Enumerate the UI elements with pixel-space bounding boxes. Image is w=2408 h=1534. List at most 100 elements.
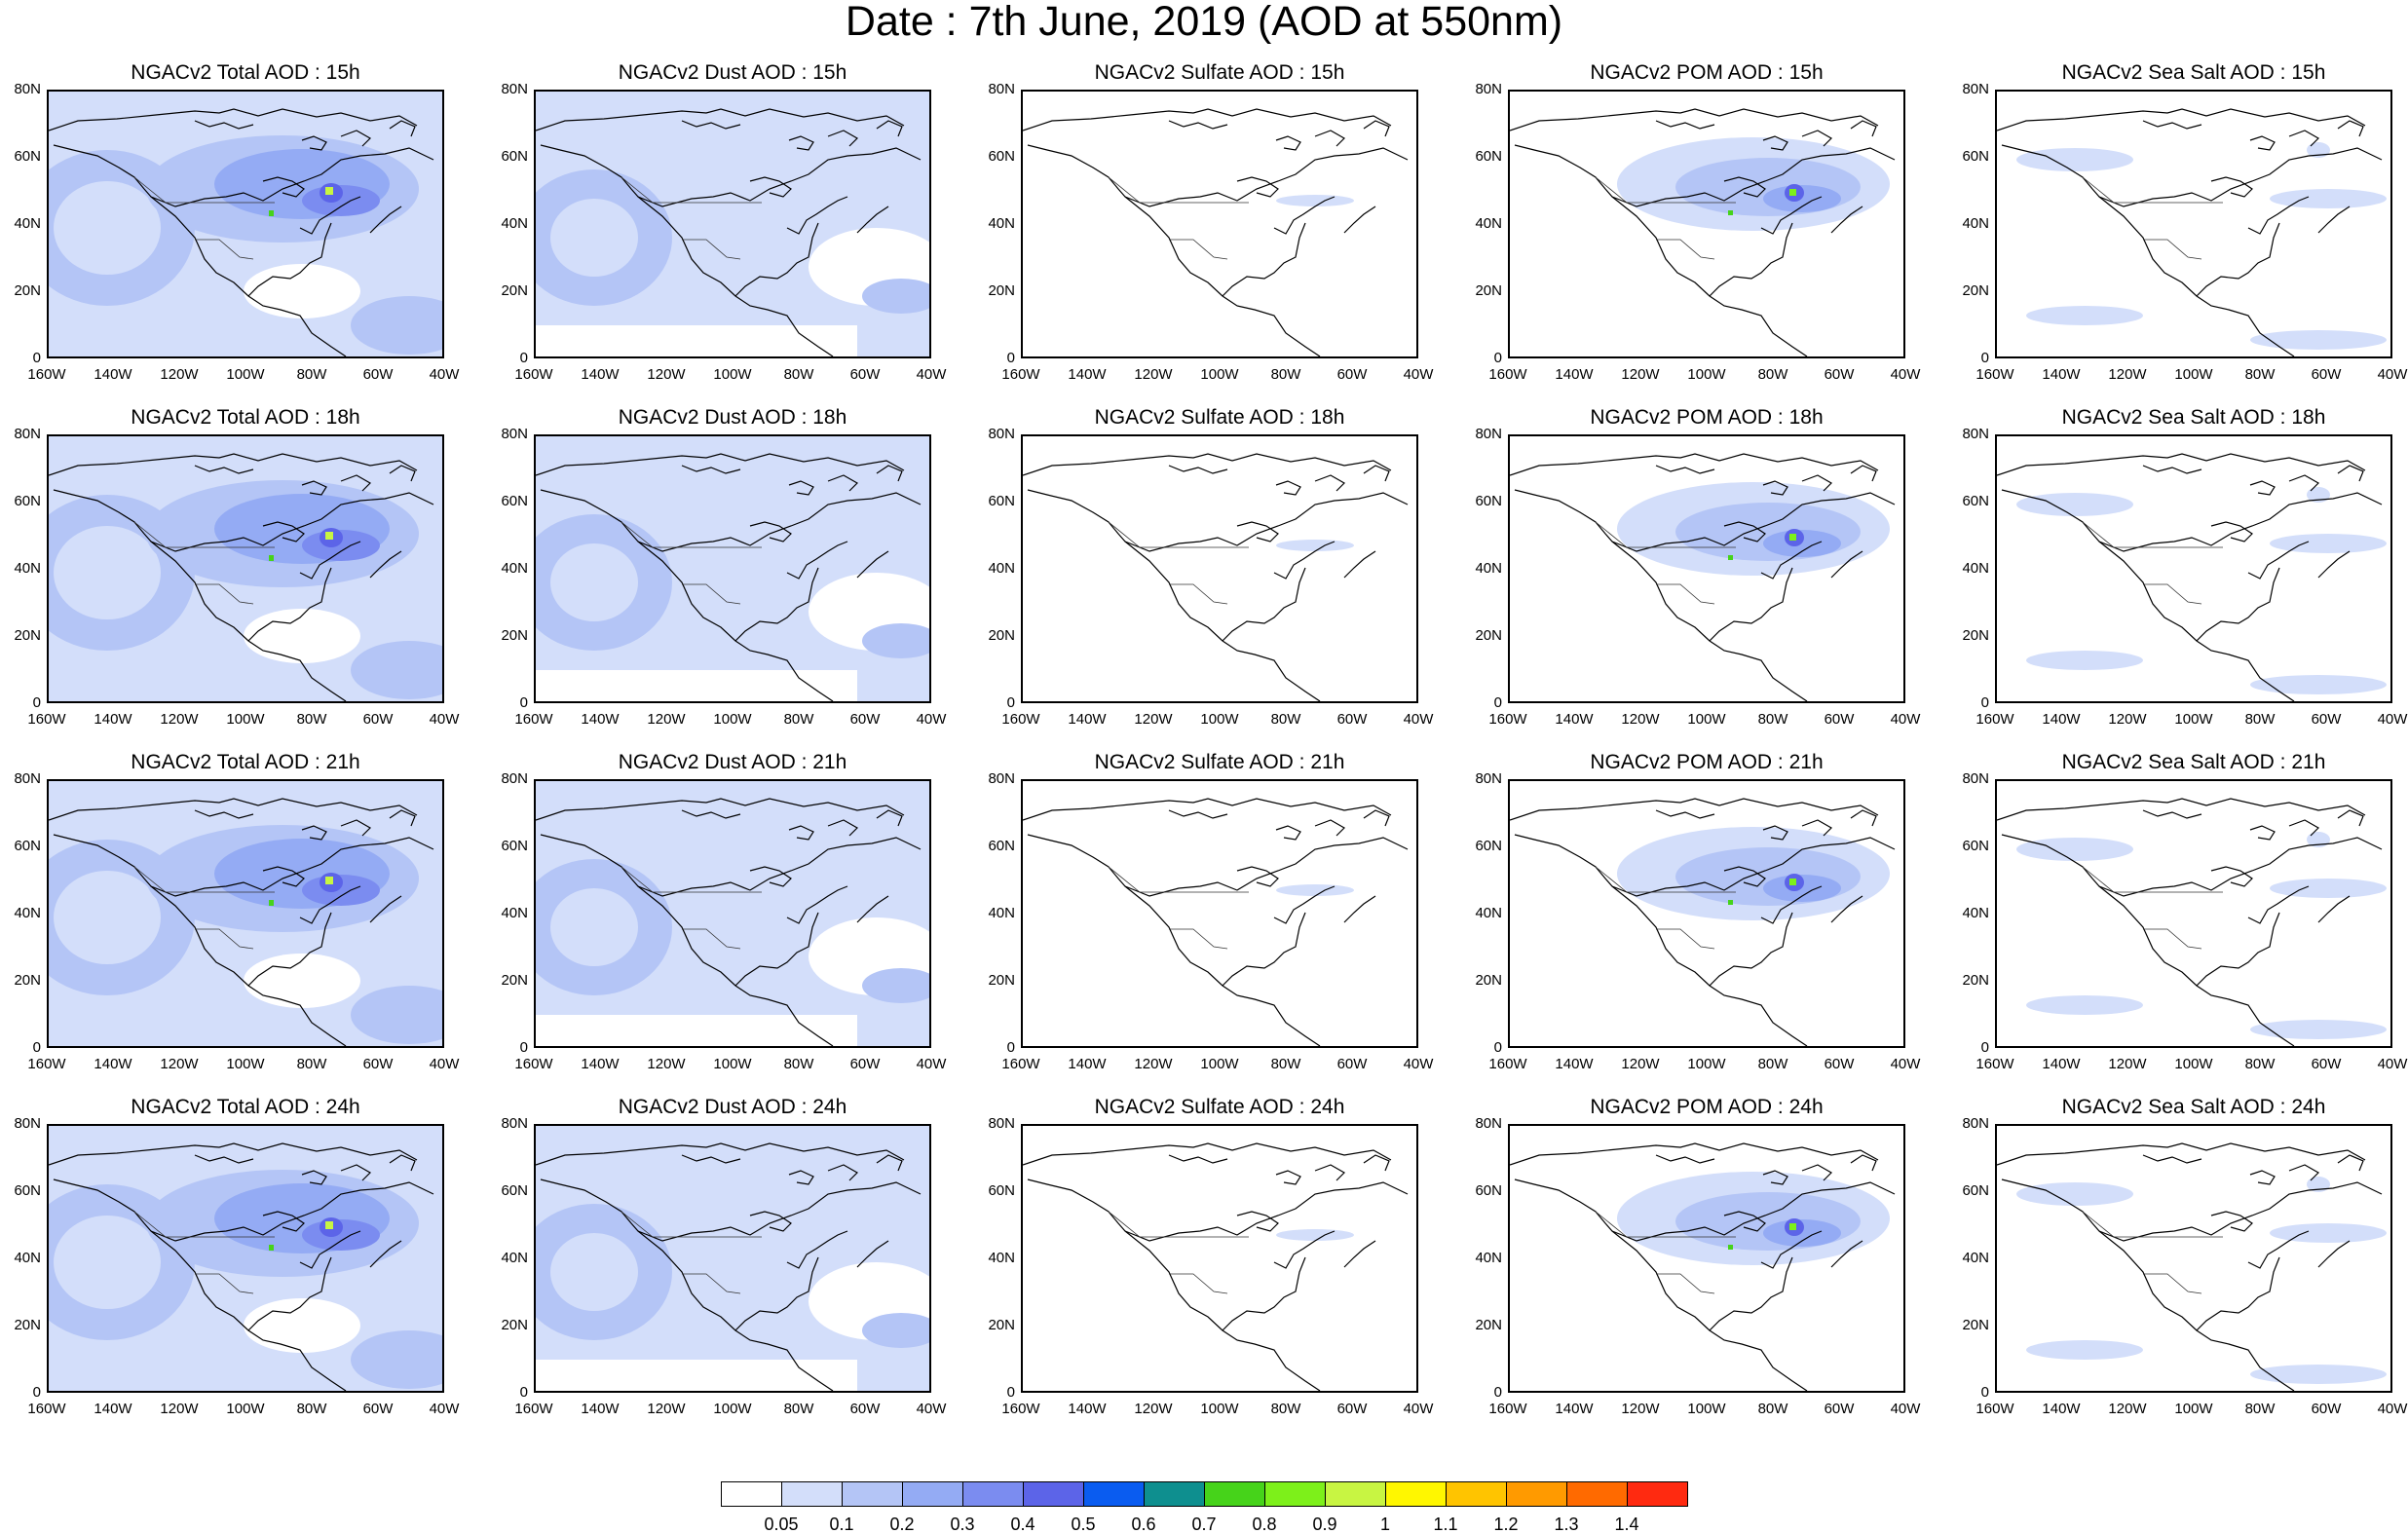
lon-tick-label: 80W bbox=[783, 1056, 814, 1072]
lon-tick-label: 140W bbox=[1555, 1401, 1594, 1417]
coastline bbox=[1997, 1142, 2383, 1391]
lon-tick-label: 160W bbox=[1001, 366, 1040, 383]
country-border bbox=[133, 866, 275, 950]
country-border bbox=[621, 521, 762, 605]
lon-tick-label: 80W bbox=[1757, 1401, 1788, 1417]
aod-field bbox=[536, 92, 929, 356]
lon-tick-label: 160W bbox=[1975, 366, 2014, 383]
lat-tick-label: 60N bbox=[501, 1182, 528, 1199]
lon-tick-label: 100W bbox=[713, 1056, 752, 1072]
map-panel-seasalt-24h: NGACv2 Sea Salt AOD : 24h 0 20N 40N 60N 80N 16… bbox=[1962, 1095, 2407, 1422]
colorbar-swatch bbox=[842, 1481, 903, 1507]
lon-tick-label: 60W bbox=[849, 711, 881, 728]
panel-title: NGACv2 Total AOD : 15h bbox=[131, 61, 360, 84]
map-panel-dust-21h: NGACv2 Dust AOD : 21h 0 20N 40N 60N 80N 160W 14… bbox=[501, 750, 946, 1077]
lon-tick-label: 80W bbox=[783, 1401, 814, 1417]
lat-tick-label: 0 bbox=[1980, 350, 1989, 366]
colorbar-label: 0.2 bbox=[889, 1515, 915, 1534]
lat-tick-label: 60N bbox=[14, 148, 41, 165]
lat-tick-label: 80N bbox=[14, 770, 41, 787]
lon-tick-label: 120W bbox=[1134, 1401, 1173, 1417]
colorbar-swatch bbox=[1023, 1481, 1084, 1507]
lon-tick-label: 40W bbox=[1890, 711, 1921, 728]
map-panel-total-18h: NGACv2 Total AOD : 18h 0 20N 40N 60N 80N 160W 1… bbox=[14, 405, 459, 732]
lat-tick-label: 80N bbox=[501, 81, 528, 97]
colorbar-swatch bbox=[1566, 1481, 1628, 1507]
country-border bbox=[1595, 866, 1736, 950]
lon-tick-label: 100W bbox=[226, 711, 265, 728]
figure-title: Date : 7th June, 2019 (AOD at 550nm) bbox=[845, 0, 1563, 45]
lon-tick-label: 160W bbox=[514, 711, 553, 728]
lat-tick-label: 40N bbox=[1962, 560, 1989, 577]
lon-tick-label: 80W bbox=[1270, 711, 1301, 728]
coastline bbox=[1997, 108, 2383, 356]
country-border bbox=[1108, 176, 1249, 260]
lon-tick-label: 100W bbox=[1200, 711, 1239, 728]
lat-tick-label: 20N bbox=[988, 972, 1015, 989]
country-border bbox=[133, 176, 275, 260]
lon-tick-label: 100W bbox=[2174, 1401, 2213, 1417]
lon-tick-label: 100W bbox=[1687, 1056, 1726, 1072]
lat-tick-label: 40N bbox=[988, 905, 1015, 921]
lon-tick-label: 100W bbox=[1200, 366, 1239, 383]
lon-tick-label: 60W bbox=[1824, 366, 1855, 383]
lat-tick-label: 20N bbox=[1475, 1317, 1502, 1333]
lon-tick-label: 120W bbox=[1621, 366, 1660, 383]
lon-tick-label: 80W bbox=[1270, 1401, 1301, 1417]
lat-tick-label: 60N bbox=[988, 493, 1015, 509]
lat-tick-label: 60N bbox=[988, 148, 1015, 165]
lat-tick-label: 0 bbox=[1006, 1039, 1015, 1056]
lat-tick-label: 80N bbox=[14, 1115, 41, 1132]
lon-tick-label: 60W bbox=[1336, 1401, 1368, 1417]
colorbar-swatch bbox=[1144, 1481, 1205, 1507]
lat-tick-label: 0 bbox=[1006, 1384, 1015, 1401]
map-panel-seasalt-21h: NGACv2 Sea Salt AOD : 21h 0 20N 40N 60N 80N 16… bbox=[1962, 750, 2407, 1077]
lon-tick-label: 140W bbox=[94, 366, 132, 383]
colorbar-swatch bbox=[1506, 1481, 1567, 1507]
colorbar-label: 0.7 bbox=[1191, 1515, 1217, 1534]
lon-tick-label: 100W bbox=[2174, 366, 2213, 383]
lon-tick-label: 80W bbox=[296, 366, 327, 383]
lon-tick-label: 140W bbox=[581, 711, 620, 728]
country-border bbox=[621, 1211, 762, 1294]
lat-tick-label: 80N bbox=[1962, 426, 1989, 442]
aod-field bbox=[1510, 1126, 1903, 1391]
lon-tick-label: 80W bbox=[2244, 711, 2276, 728]
colorbar-label: 0.8 bbox=[1252, 1515, 1277, 1534]
lon-tick-label: 140W bbox=[581, 1401, 620, 1417]
colorbar-label: 0.1 bbox=[829, 1515, 854, 1534]
lon-tick-label: 160W bbox=[514, 366, 553, 383]
lat-tick-label: 0 bbox=[1006, 694, 1015, 711]
lon-tick-label: 160W bbox=[27, 711, 66, 728]
lon-tick-label: 120W bbox=[160, 1056, 199, 1072]
lon-tick-label: 80W bbox=[2244, 1056, 2276, 1072]
lon-tick-label: 40W bbox=[916, 711, 947, 728]
lon-tick-label: 140W bbox=[2042, 366, 2081, 383]
panel-title: NGACv2 Dust AOD : 18h bbox=[618, 406, 847, 429]
map-panel-pom-21h: NGACv2 POM AOD : 21h 0 20N 40N 60N 80N 160W 140… bbox=[1475, 750, 1920, 1077]
lat-tick-label: 20N bbox=[501, 282, 528, 299]
colorbar-label: 1.4 bbox=[1614, 1515, 1639, 1534]
map-panel-sulfate-15h: NGACv2 Sulfate AOD : 15h 0 20N 40N 60N 80N 160… bbox=[988, 60, 1433, 388]
panel-title: NGACv2 Total AOD : 24h bbox=[131, 1096, 360, 1118]
map-frame bbox=[1021, 1124, 1418, 1393]
lon-tick-label: 80W bbox=[296, 1056, 327, 1072]
colorbar-label: 0.3 bbox=[950, 1515, 975, 1534]
colorbar-label: 0.9 bbox=[1312, 1515, 1337, 1534]
lon-tick-label: 60W bbox=[2311, 1401, 2342, 1417]
coastline bbox=[49, 798, 434, 1046]
lat-tick-label: 40N bbox=[14, 215, 41, 232]
lon-tick-label: 120W bbox=[160, 711, 199, 728]
lat-tick-label: 80N bbox=[1962, 770, 1989, 787]
map-panel-dust-24h: NGACv2 Dust AOD : 24h 0 20N 40N 60N 80N 160W 14… bbox=[501, 1095, 946, 1422]
map-panel-seasalt-18h: NGACv2 Sea Salt AOD : 18h 0 20N 40N 60N 80N 16… bbox=[1962, 405, 2407, 732]
map-panel-dust-15h: NGACv2 Dust AOD : 15h 0 20N 40N 60N 80N 160W 14… bbox=[501, 60, 946, 388]
panel-title: NGACv2 Dust AOD : 21h bbox=[618, 751, 847, 773]
lon-tick-label: 80W bbox=[783, 366, 814, 383]
country-border bbox=[1108, 521, 1249, 605]
aod-field bbox=[1023, 1126, 1416, 1391]
lat-tick-label: 60N bbox=[1475, 1182, 1502, 1199]
lon-tick-label: 160W bbox=[1001, 1056, 1040, 1072]
lat-tick-label: 20N bbox=[1962, 282, 1989, 299]
lat-tick-label: 40N bbox=[988, 1250, 1015, 1266]
